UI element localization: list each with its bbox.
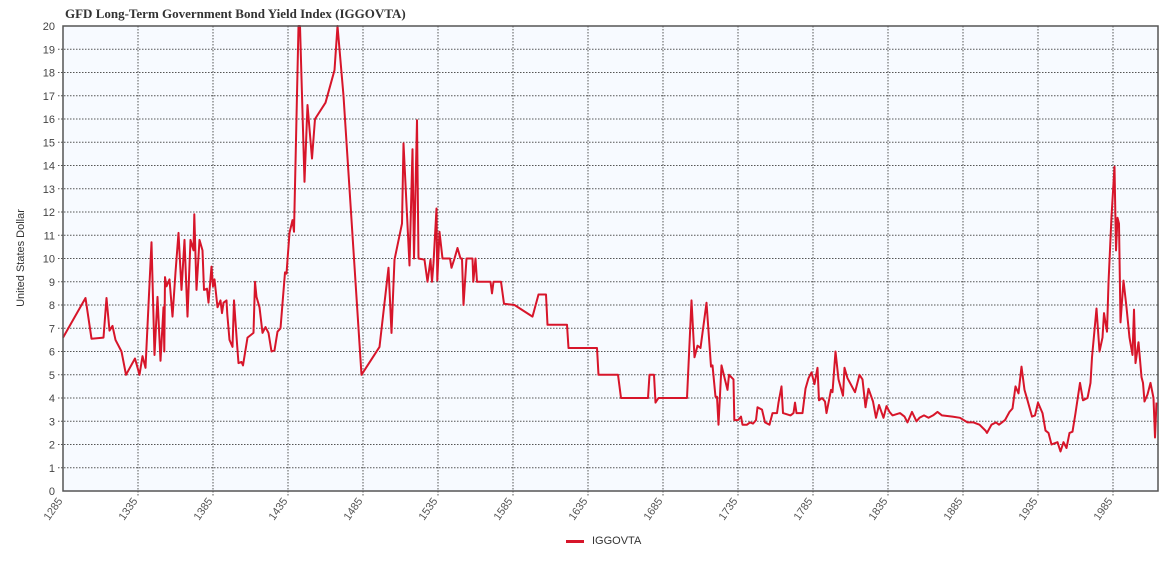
svg-text:8: 8 bbox=[49, 300, 55, 312]
svg-text:1835: 1835 bbox=[867, 496, 891, 523]
y-gridlines bbox=[58, 48, 1158, 469]
svg-text:3: 3 bbox=[49, 416, 55, 428]
svg-text:1485: 1485 bbox=[342, 496, 366, 523]
svg-text:1635: 1635 bbox=[567, 496, 591, 523]
svg-text:1385: 1385 bbox=[192, 496, 216, 523]
svg-text:1785: 1785 bbox=[792, 496, 816, 523]
svg-text:1435: 1435 bbox=[267, 496, 291, 523]
svg-text:1335: 1335 bbox=[117, 496, 141, 523]
svg-text:1685: 1685 bbox=[642, 496, 666, 523]
svg-text:6: 6 bbox=[49, 347, 55, 359]
svg-text:14: 14 bbox=[43, 161, 55, 173]
svg-text:5: 5 bbox=[49, 370, 55, 382]
svg-text:7: 7 bbox=[49, 323, 55, 335]
svg-text:1585: 1585 bbox=[492, 496, 516, 523]
svg-text:12: 12 bbox=[43, 207, 55, 219]
svg-text:16: 16 bbox=[43, 114, 55, 126]
series-line-iggovta[interactable] bbox=[62, 25, 1158, 453]
svg-text:1885: 1885 bbox=[942, 496, 966, 523]
svg-text:20: 20 bbox=[43, 21, 55, 33]
svg-text:13: 13 bbox=[43, 184, 55, 196]
legend-swatch-iggovta bbox=[566, 539, 584, 543]
svg-text:4: 4 bbox=[49, 393, 55, 405]
svg-text:1: 1 bbox=[49, 463, 55, 475]
svg-text:1535: 1535 bbox=[417, 496, 441, 523]
svg-text:17: 17 bbox=[43, 91, 55, 103]
y-axis-label: United States Dollar bbox=[15, 209, 27, 307]
svg-text:15: 15 bbox=[43, 137, 55, 149]
legend-label-iggovta[interactable]: IGGOVTA bbox=[592, 535, 642, 547]
svg-text:2: 2 bbox=[49, 440, 55, 452]
svg-text:1735: 1735 bbox=[717, 496, 741, 523]
chart-title: GFD Long-Term Government Bond Yield Inde… bbox=[65, 6, 406, 21]
svg-text:18: 18 bbox=[43, 68, 55, 80]
svg-text:1935: 1935 bbox=[1017, 496, 1041, 523]
legend: IGGOVTA bbox=[566, 535, 641, 547]
plot-frame bbox=[62, 25, 1159, 492]
svg-text:11: 11 bbox=[44, 230, 55, 242]
svg-text:1285: 1285 bbox=[42, 496, 66, 523]
svg-text:9: 9 bbox=[49, 277, 55, 289]
svg-text:10: 10 bbox=[43, 254, 55, 266]
svg-text:1985: 1985 bbox=[1092, 496, 1116, 523]
x-axis-ticks: 1285 1335 1385 1435 1485 1535 1585 1635 1685 1735… bbox=[42, 496, 1116, 523]
svg-text:0: 0 bbox=[49, 486, 55, 498]
svg-text:19: 19 bbox=[43, 44, 55, 56]
